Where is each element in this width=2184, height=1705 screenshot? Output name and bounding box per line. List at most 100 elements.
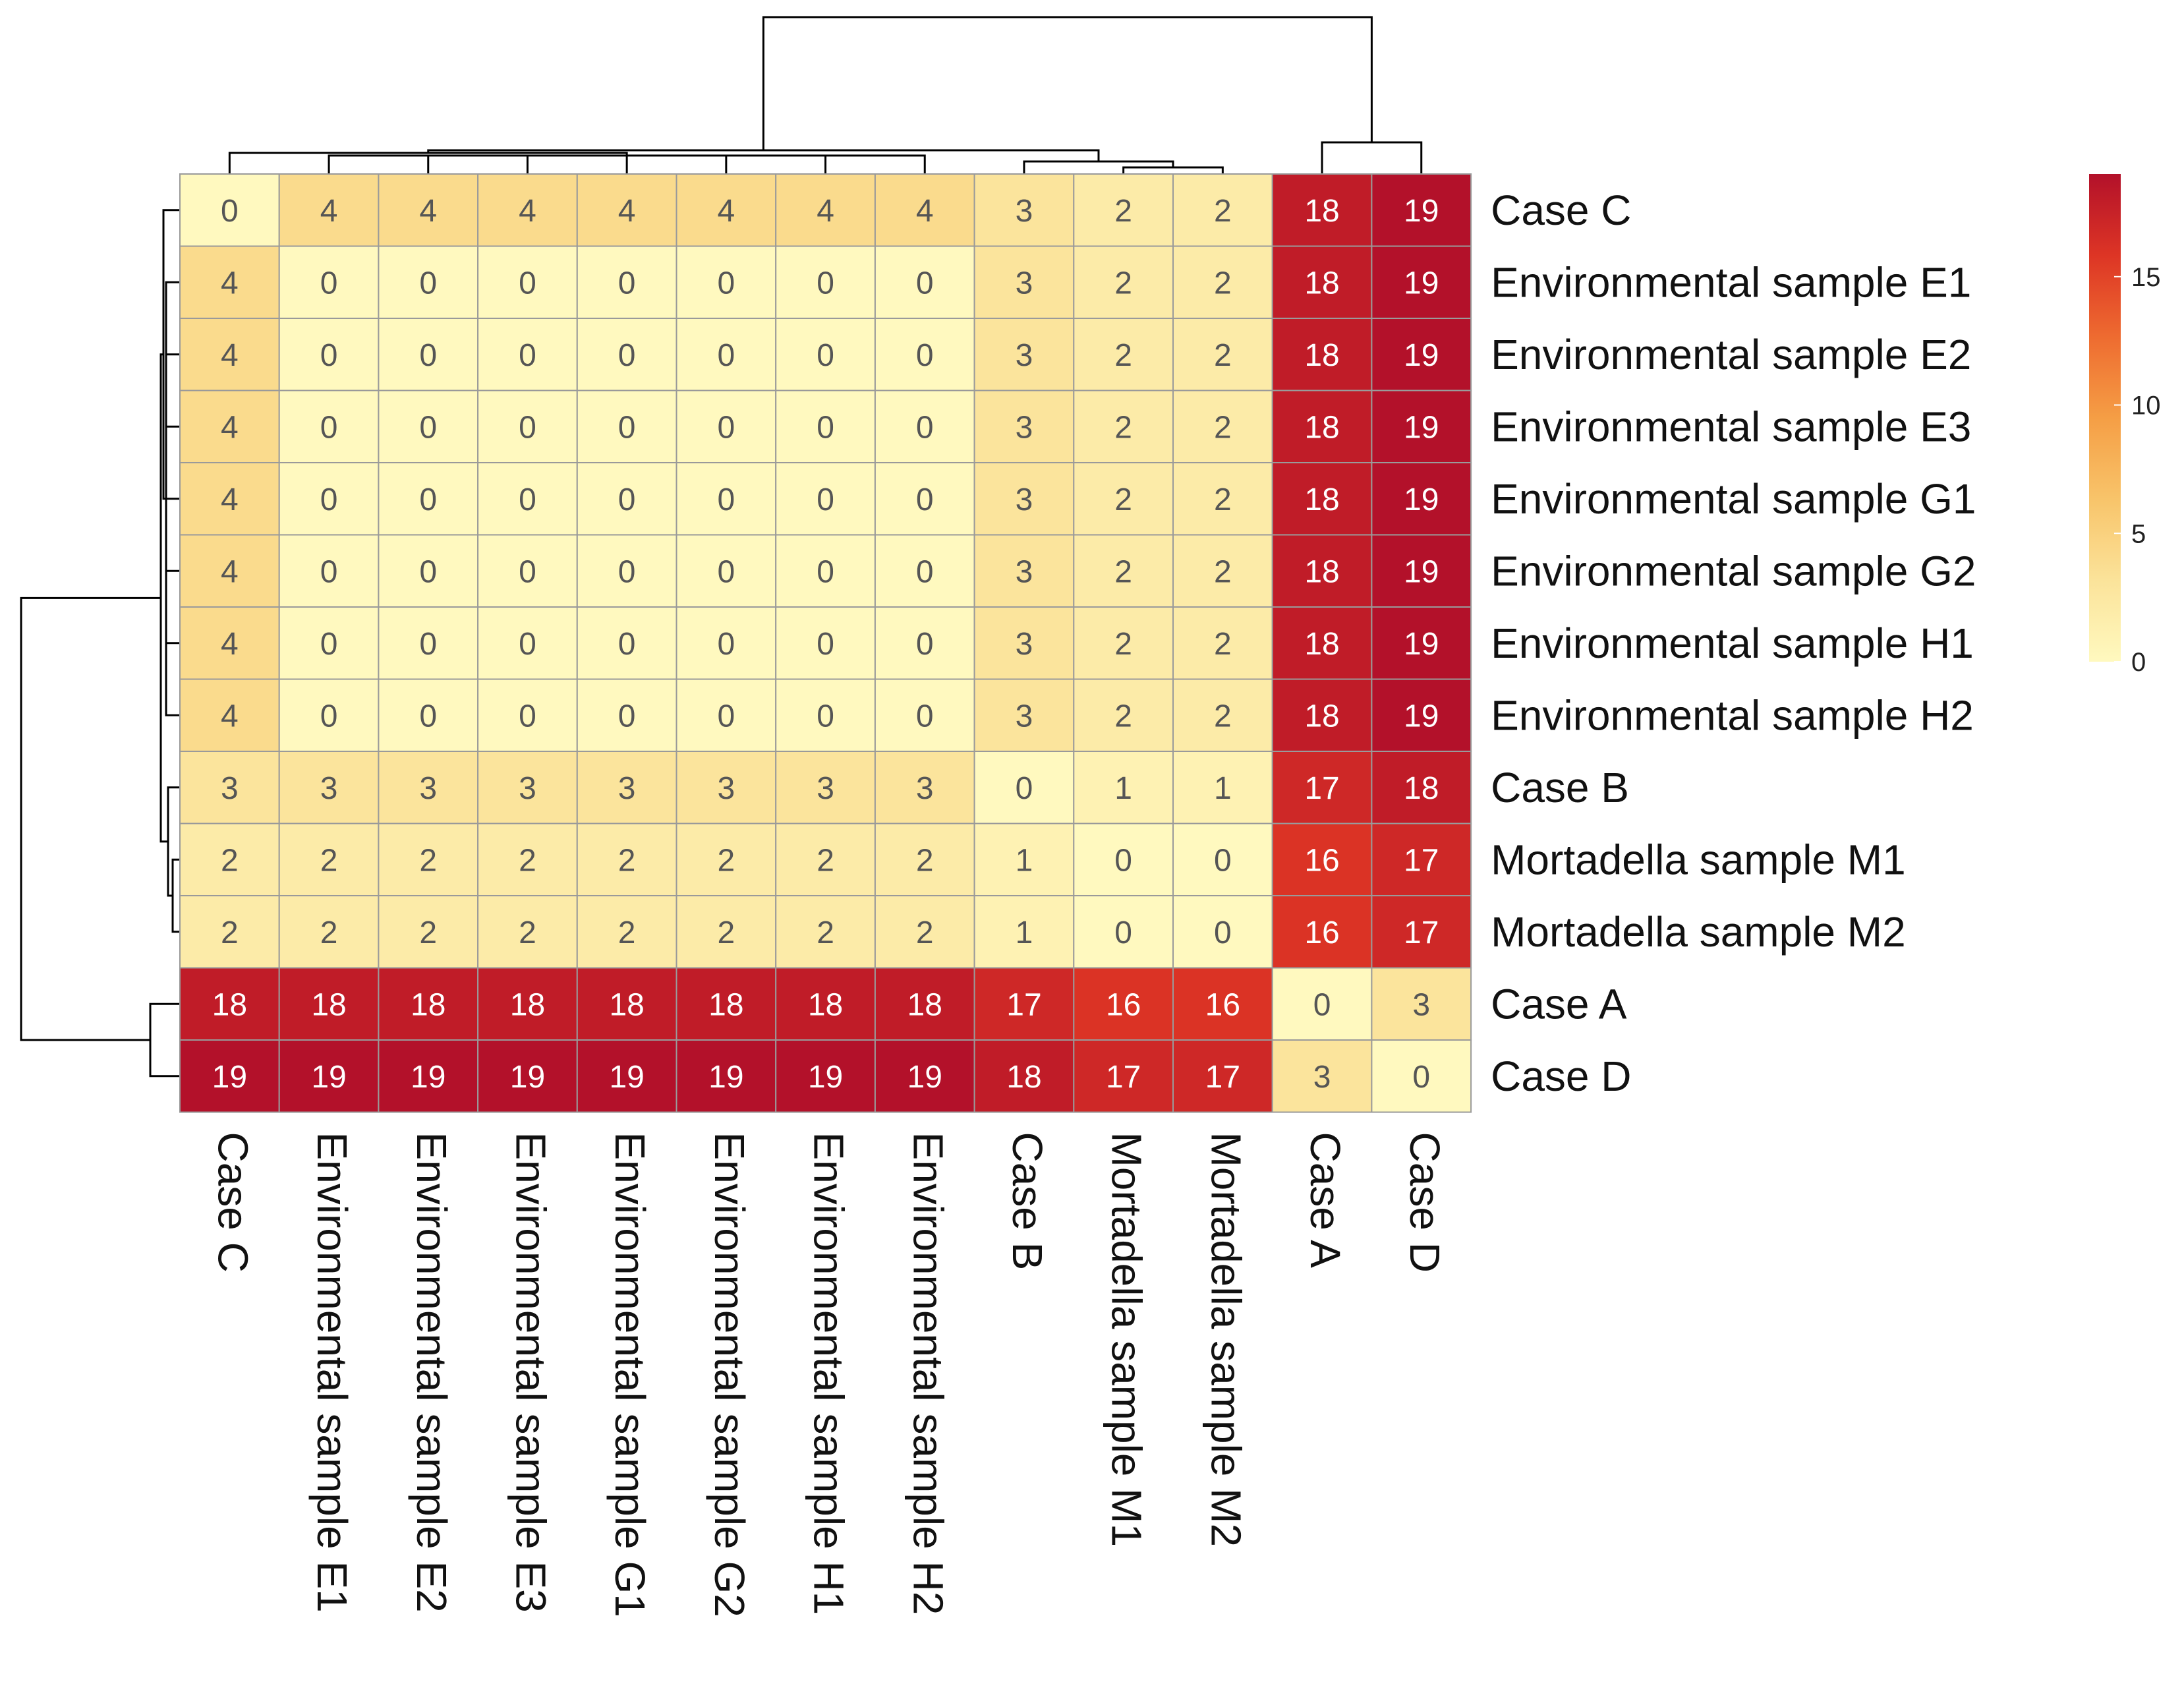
cell-value-label: 4	[221, 627, 239, 662]
dendrogram-link	[171, 858, 180, 933]
column-label: Case B	[1004, 1132, 1051, 1271]
heatmap-cell	[775, 823, 876, 896]
cell-value-label: 0	[618, 482, 636, 517]
heatmap-cell	[1073, 1039, 1174, 1113]
cell-value-label: 2	[1214, 410, 1232, 445]
heatmap-cell	[973, 895, 1075, 969]
heatmap-cell	[1073, 318, 1174, 391]
heatmap-cell	[973, 173, 1075, 247]
heatmap-cell	[1271, 318, 1373, 391]
cell-value-label: 19	[1404, 482, 1439, 517]
heatmap-cell	[1172, 678, 1273, 752]
cell-value-label: 0	[519, 554, 536, 589]
cell-value-label: 18	[311, 987, 346, 1022]
cell-value-label: 18	[708, 987, 743, 1022]
heatmap-cell	[775, 534, 876, 608]
cell-value-label: 0	[817, 699, 834, 734]
heatmap-cell	[1271, 751, 1373, 824]
heatmap-cell	[179, 606, 280, 680]
cell-value-label: 2	[1114, 554, 1132, 589]
column-label: Mortadella sample M1	[1103, 1132, 1151, 1547]
cell-value-label: 2	[1114, 266, 1132, 301]
heatmap-cell	[576, 678, 677, 752]
cell-value-label: 0	[320, 554, 338, 589]
cell-value-label: 19	[311, 1060, 346, 1095]
heatmap-cell	[973, 390, 1075, 463]
cell-value-label: 0	[817, 482, 834, 517]
row-label: Environmental sample H1	[1491, 620, 1974, 667]
cell-value-label: 2	[1114, 699, 1132, 734]
heatmap-cell	[378, 967, 479, 1041]
heatmap-cell	[775, 462, 876, 536]
cell-value-label: 4	[519, 194, 536, 229]
cell-value-label: 16	[1106, 987, 1141, 1022]
cell-value-label: 2	[618, 843, 636, 878]
heatmap-cell	[179, 823, 280, 896]
cell-value-label: 4	[221, 410, 239, 445]
row-label: Case D	[1491, 1053, 1631, 1100]
cell-value-label: 0	[618, 266, 636, 301]
cell-value-label: 18	[1304, 194, 1339, 229]
cell-value-label: 4	[320, 194, 338, 229]
cell-value-label: 2	[817, 915, 834, 950]
cell-value-label: 17	[1404, 843, 1439, 878]
column-label: Environmental sample E1	[308, 1132, 356, 1613]
heatmap-cell	[378, 895, 479, 969]
heatmap-cell	[278, 751, 380, 824]
heatmap-cell	[775, 967, 876, 1041]
row-label: Environmental sample G1	[1491, 475, 1976, 523]
cell-value-label: 0	[320, 338, 338, 373]
heatmap-cell	[973, 678, 1075, 752]
heatmap-cell	[1073, 751, 1174, 824]
cell-value-label: 19	[212, 1060, 247, 1095]
cell-value-label: 0	[717, 627, 735, 662]
cell-value-label: 0	[419, 482, 437, 517]
dendrogram-link	[762, 16, 1373, 150]
cell-value-label: 0	[1214, 915, 1232, 950]
row-label: Case B	[1491, 764, 1629, 811]
row-label: Case C	[1491, 187, 1631, 234]
heatmap-cell	[278, 1039, 380, 1113]
heatmap-cell	[874, 1039, 975, 1113]
dendrogram-link	[1321, 141, 1423, 174]
heatmap-cell	[1371, 1039, 1472, 1113]
heatmap-cell	[576, 390, 677, 463]
cell-value-label: 18	[1304, 482, 1339, 517]
cell-value-label: 0	[419, 627, 437, 662]
cell-value-label: 16	[1304, 915, 1339, 950]
cell-value-label: 0	[519, 699, 536, 734]
cell-value-label: 4	[221, 699, 239, 734]
cell-value-label: 3	[519, 771, 536, 806]
cell-value-label: 0	[419, 266, 437, 301]
cell-value-label: 18	[808, 987, 843, 1022]
cell-value-label: 1	[1214, 771, 1232, 806]
cell-value-label: 16	[1205, 987, 1240, 1022]
heatmap-cell	[378, 751, 479, 824]
cell-value-label: 0	[320, 410, 338, 445]
cell-value-label: 2	[221, 915, 239, 950]
heatmap-cell	[1271, 967, 1373, 1041]
cell-value-label: 0	[817, 627, 834, 662]
cell-value-label: 0	[320, 482, 338, 517]
cell-value-label: 2	[916, 915, 934, 950]
heatmap-cell	[179, 895, 280, 969]
row-label: Environmental sample E2	[1491, 331, 1971, 378]
cell-value-label: 4	[817, 194, 834, 229]
row-label: Environmental sample G2	[1491, 547, 1976, 594]
heatmap-cell	[576, 462, 677, 536]
cell-value-label: 2	[1114, 482, 1132, 517]
column-dendrogram	[228, 16, 1423, 174]
heatmap-cell	[1271, 895, 1373, 969]
row-label: Case A	[1491, 980, 1627, 1027]
cell-value-label: 3	[1016, 266, 1033, 301]
heatmap-cell	[1172, 751, 1273, 824]
heatmap-cell	[675, 678, 777, 752]
cell-value-label: 18	[212, 987, 247, 1022]
heatmap-cell	[675, 173, 777, 247]
cell-value-label: 16	[1304, 843, 1339, 878]
cell-value-label: 19	[1404, 554, 1439, 589]
cell-value-label: 0	[817, 338, 834, 373]
row-label: Mortadella sample M2	[1491, 908, 1906, 956]
heatmap-cell	[576, 895, 677, 969]
heatmap-cell	[576, 823, 677, 896]
